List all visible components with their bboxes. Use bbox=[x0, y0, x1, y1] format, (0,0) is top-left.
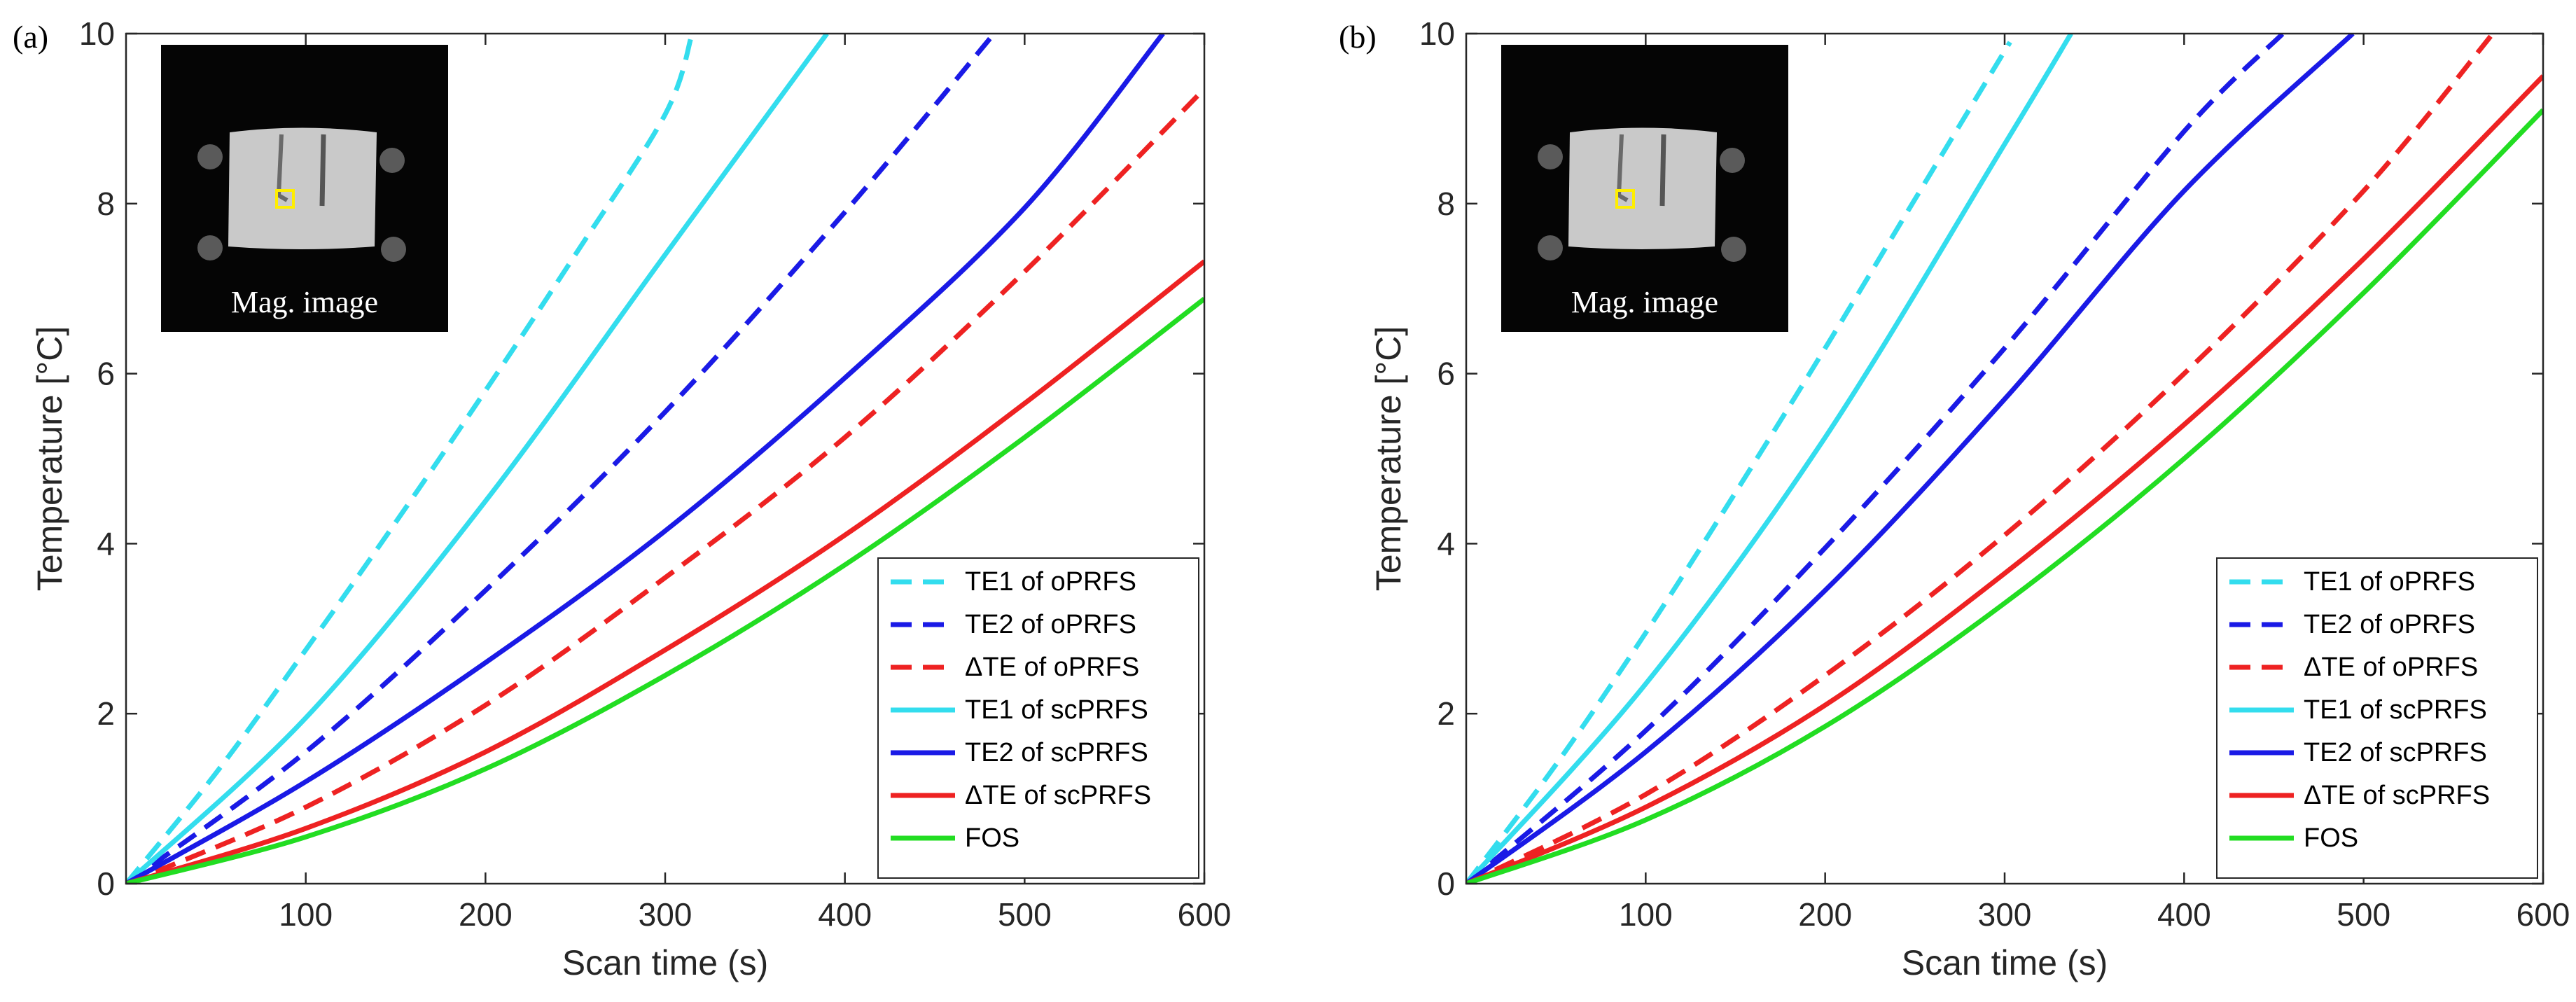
x-tick-label: 600 bbox=[2516, 896, 2570, 933]
panel-label: (b) bbox=[1339, 19, 1377, 55]
y-tick-label: 8 bbox=[1437, 186, 1455, 222]
series-line-1 bbox=[126, 34, 695, 884]
magnitude-image-inset: Mag. image bbox=[161, 45, 448, 332]
series-line-1 bbox=[1466, 41, 2012, 884]
y-tick-label: 2 bbox=[97, 695, 115, 732]
x-tick-label: 100 bbox=[1619, 896, 1673, 933]
phantom-marker bbox=[1720, 148, 1745, 173]
legend-entry: TE1 of oPRFS bbox=[965, 567, 1136, 597]
legend-entry: ΔTE of scPRFS bbox=[965, 781, 1151, 810]
probe-line bbox=[1616, 134, 1629, 202]
x-tick-label: 100 bbox=[279, 896, 333, 933]
phantom-marker bbox=[197, 144, 223, 169]
phantom-marker bbox=[1538, 144, 1563, 169]
legend: TE1 of oPRFS TE2 of oPRFS ΔTE of oPRFS TE1 … bbox=[2216, 557, 2538, 879]
roi-box bbox=[275, 189, 295, 209]
legend-entry: TE2 of scPRFS bbox=[965, 738, 1148, 767]
legend-entry: FOS bbox=[2304, 823, 2358, 853]
x-tick-label: 500 bbox=[2337, 896, 2390, 933]
y-tick-label: 8 bbox=[97, 186, 115, 222]
legend-entry: TE2 of oPRFS bbox=[2304, 610, 2475, 639]
series-line-7 bbox=[1466, 108, 2543, 884]
legend-entry: TE1 of scPRFS bbox=[2304, 695, 2487, 725]
x-tick-label: 400 bbox=[2157, 896, 2211, 933]
probe-line bbox=[319, 134, 326, 207]
series-line-6 bbox=[126, 259, 1204, 884]
chart-panel-1: 100 200 300 400 500 600 0 2 4 6 8 10 Scan time (s) Te… bbox=[13, 15, 1231, 982]
magnitude-image-inset: Mag. image bbox=[1501, 45, 1788, 332]
phantom-marker bbox=[1721, 237, 1746, 262]
phantom-marker bbox=[197, 235, 223, 260]
series-line-6 bbox=[1466, 74, 2543, 884]
legend-entry: ΔTE of oPRFS bbox=[2304, 653, 2478, 682]
x-axis-title: Scan time (s) bbox=[1902, 943, 2108, 982]
series-line-4 bbox=[126, 34, 829, 884]
x-tick-label: 300 bbox=[1978, 896, 2032, 933]
y-tick-label: 10 bbox=[79, 15, 115, 52]
phantom-marker bbox=[380, 148, 405, 173]
probe-line bbox=[276, 134, 288, 202]
series-group bbox=[126, 34, 1204, 884]
series-line-4 bbox=[1466, 34, 2073, 884]
series-group bbox=[1466, 34, 2543, 884]
y-tick-label: 4 bbox=[97, 525, 115, 562]
legend-entry: TE1 of oPRFS bbox=[2304, 567, 2475, 597]
legend-entry: TE1 of scPRFS bbox=[965, 695, 1148, 725]
y-tick-label: 0 bbox=[1437, 865, 1455, 902]
series-line-7 bbox=[126, 296, 1204, 884]
y-tick-label: 2 bbox=[1437, 695, 1455, 732]
x-tick-label: 400 bbox=[818, 896, 872, 933]
probe-line bbox=[1659, 134, 1666, 207]
y-tick-label: 0 bbox=[97, 865, 115, 902]
series-line-5 bbox=[126, 34, 1165, 884]
legend-entry: TE2 of oPRFS bbox=[965, 610, 1136, 639]
panel-label: (a) bbox=[13, 19, 48, 55]
series-line-2 bbox=[1466, 34, 2285, 884]
inset-caption: Mag. image bbox=[231, 285, 378, 319]
chart-panel-2: 100 200 300 400 500 600 0 2 4 6 8 10 Scan time (s) Te… bbox=[1339, 15, 2570, 982]
legend-entry: ΔTE of oPRFS bbox=[965, 653, 1139, 682]
series-line-3 bbox=[126, 87, 1204, 884]
legend-box bbox=[2216, 557, 2538, 879]
legend: TE1 of oPRFS TE2 of oPRFS ΔTE of oPRFS TE1 … bbox=[877, 557, 1199, 879]
legend-box bbox=[877, 557, 1199, 879]
x-axis-title: Scan time (s) bbox=[562, 943, 769, 982]
y-tick-label: 4 bbox=[1437, 525, 1455, 562]
series-line-2 bbox=[126, 34, 996, 884]
series-line-5 bbox=[1466, 34, 2355, 884]
legend-entry: FOS bbox=[965, 823, 1019, 853]
legend-entry: TE2 of scPRFS bbox=[2304, 738, 2487, 767]
y-axis-title: Temperature [°C] bbox=[30, 326, 69, 591]
x-tick-label: 500 bbox=[998, 896, 1052, 933]
phantom-marker bbox=[381, 237, 406, 262]
x-tick-label: 300 bbox=[639, 896, 692, 933]
x-tick-label: 200 bbox=[459, 896, 513, 933]
series-line-3 bbox=[1466, 34, 2495, 884]
legend-entry: ΔTE of scPRFS bbox=[2304, 781, 2490, 810]
inset-caption: Mag. image bbox=[1571, 285, 1718, 319]
phantom-body bbox=[1568, 127, 1717, 249]
phantom-body bbox=[228, 127, 377, 249]
x-tick-label: 200 bbox=[1798, 896, 1852, 933]
x-tick-label: 600 bbox=[1178, 896, 1232, 933]
phantom-marker bbox=[1538, 235, 1563, 260]
y-axis-title: Temperature [°C] bbox=[1369, 326, 1408, 591]
roi-box bbox=[1615, 189, 1635, 209]
y-tick-label: 10 bbox=[1419, 15, 1455, 52]
y-tick-label: 6 bbox=[1437, 356, 1455, 392]
y-tick-label: 6 bbox=[97, 356, 115, 392]
